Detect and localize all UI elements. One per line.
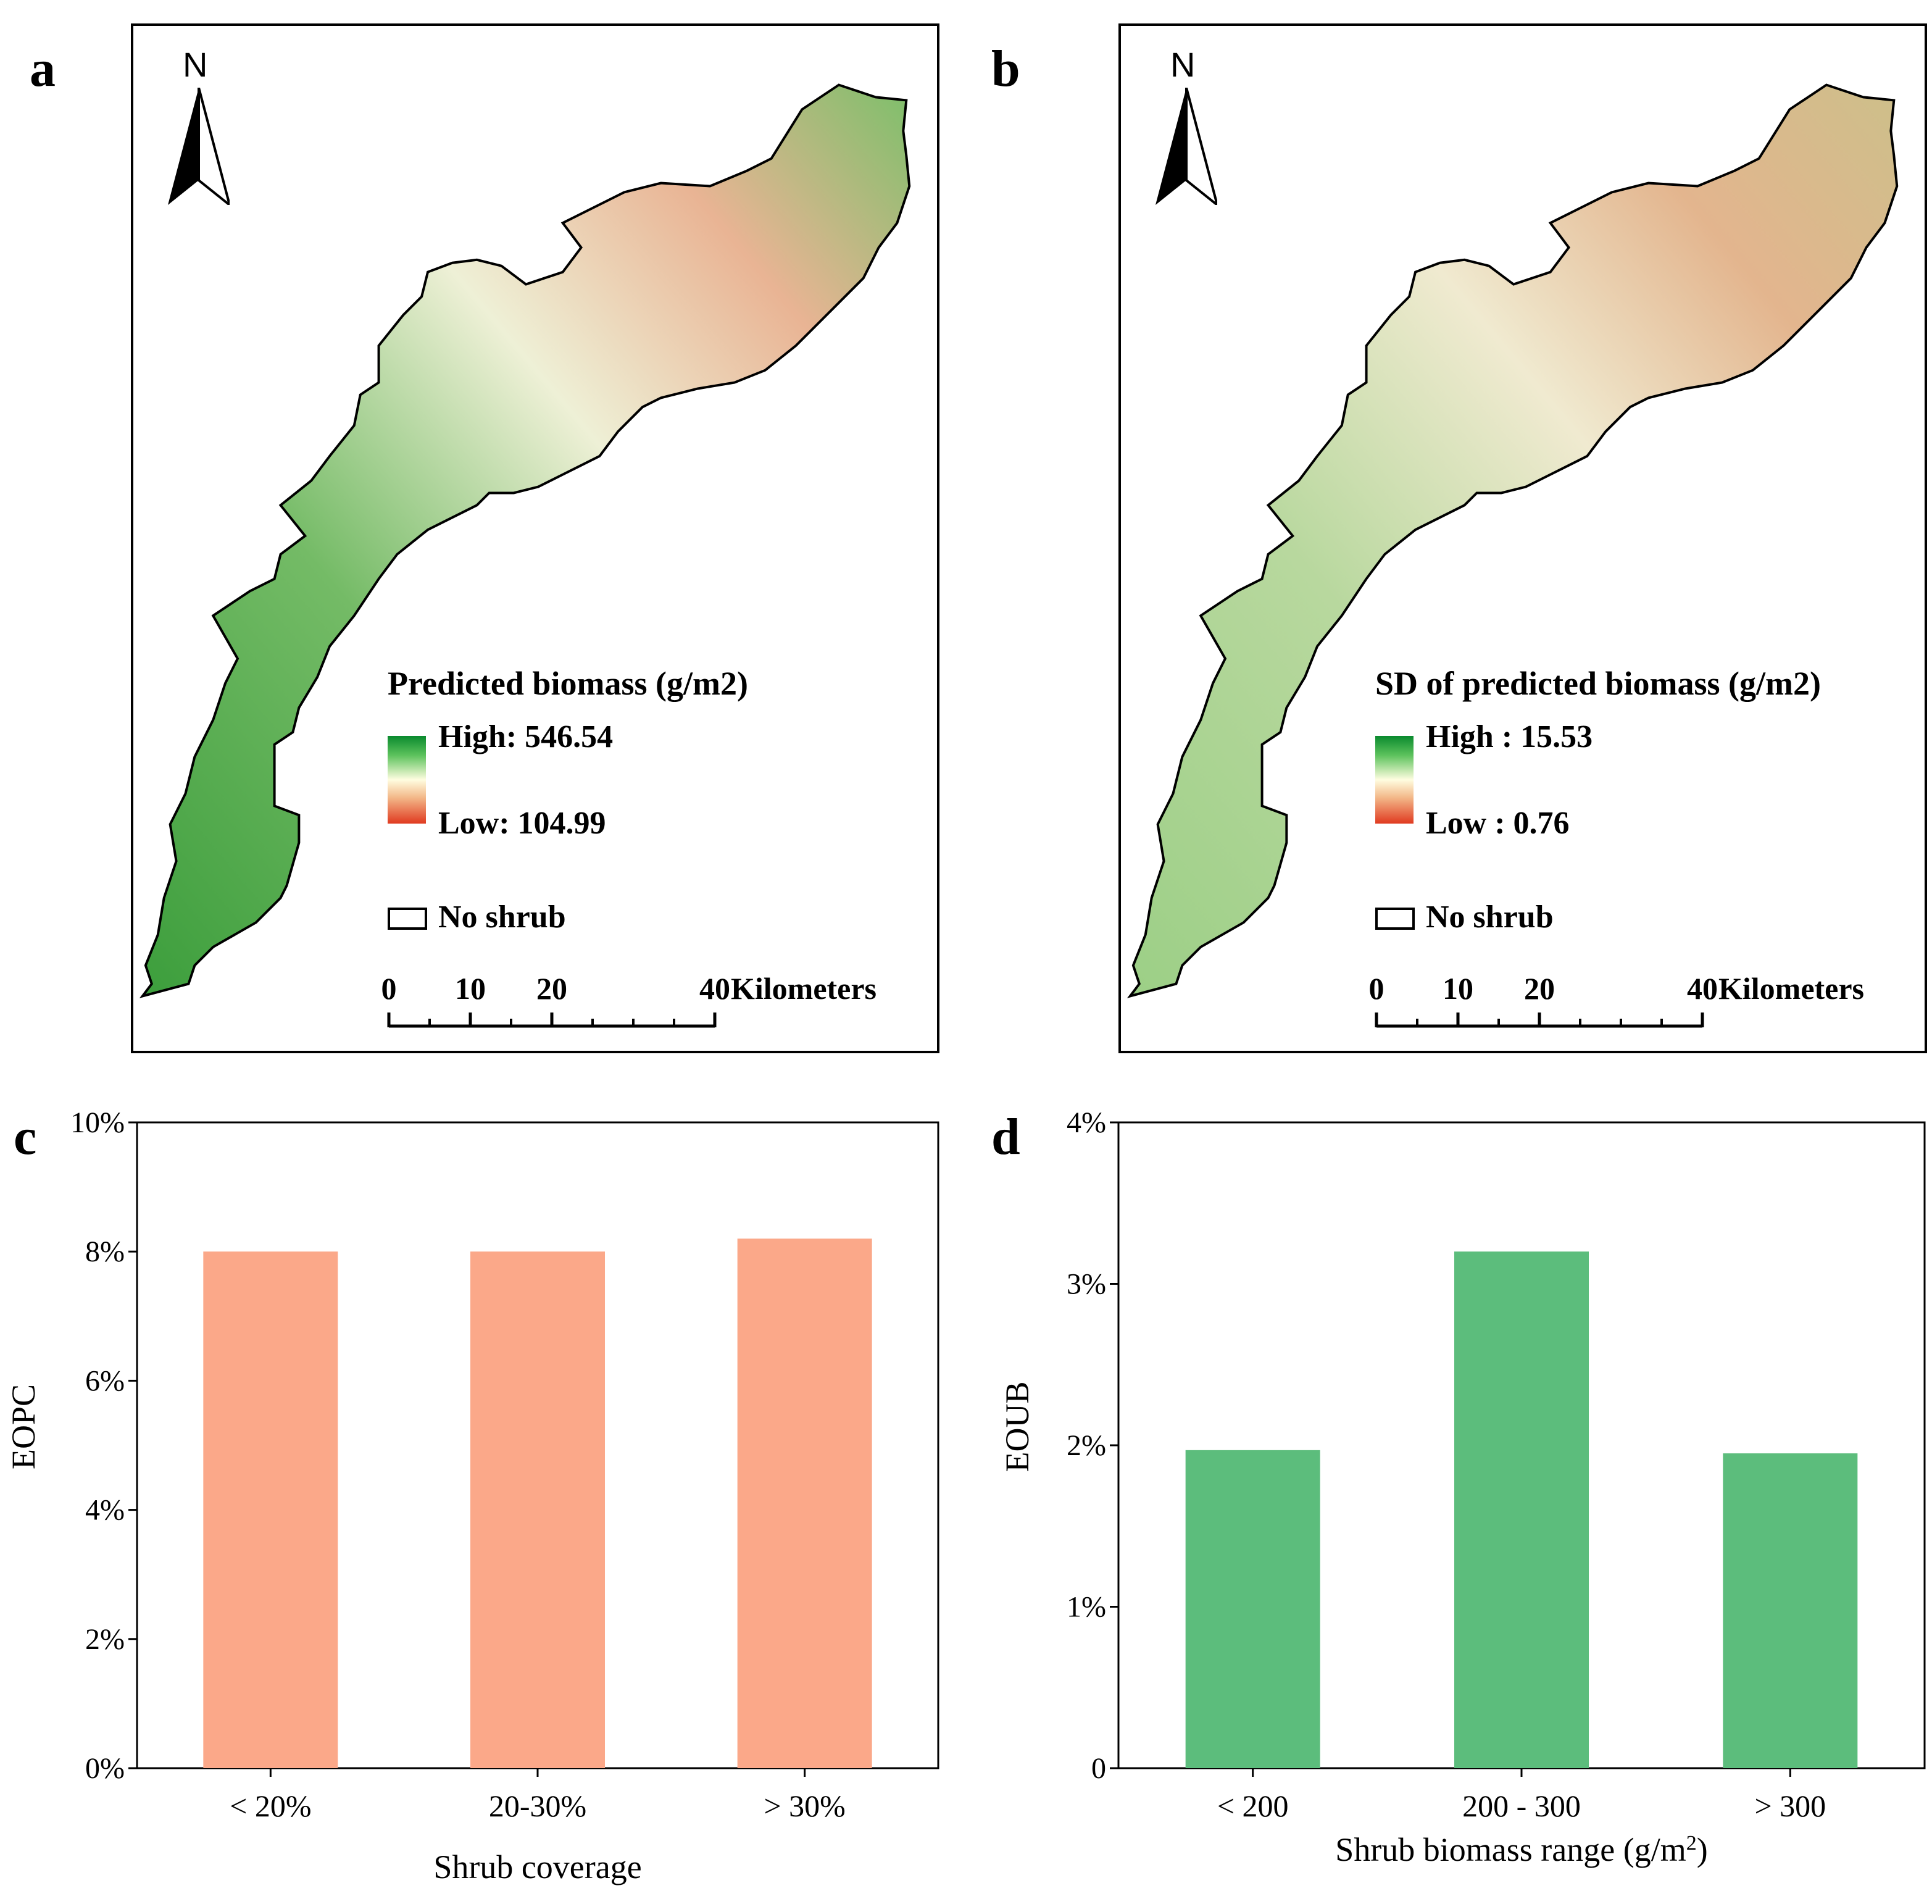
legend-low-a: Low: 104.99: [438, 806, 606, 841]
north-arrow-n-b: N: [1170, 45, 1196, 84]
y-tick-label-c: 2%: [85, 1623, 125, 1656]
x-axis-label-end-d: ): [1697, 1831, 1708, 1868]
bar-d-1: [1454, 1251, 1589, 1768]
scale-bar-b: [1375, 1013, 1704, 1028]
map-a-canvas: [139, 83, 911, 998]
scale-tick-20-a: 20: [536, 971, 567, 1006]
north-arrow-icon-a: [168, 88, 230, 205]
no-shrub-swatch-b: [1375, 908, 1415, 930]
study-region-a: [139, 83, 911, 998]
x-axis-label-d: Shrub biomass range (g/m2): [1335, 1831, 1707, 1868]
y-tick-label-d: 1%: [1067, 1591, 1106, 1624]
x-tick-label-c: 20-30%: [489, 1789, 586, 1823]
panel-c-letter: c: [14, 1108, 37, 1166]
y-tick-label-d: 4%: [1067, 1106, 1106, 1139]
legend-no-shrub-b: No shrub: [1426, 900, 1554, 935]
y-tick-label-c: 8%: [85, 1235, 125, 1268]
map-panel-b: N SD of predicted biomass (g/m2) High : …: [1118, 23, 1927, 1053]
map-panel-a: N Predicted biomass (g/m2) High: 546.54 …: [131, 23, 939, 1053]
panel-a-letter: a: [30, 40, 56, 98]
no-shrub-swatch-a: [388, 908, 427, 930]
scale-tick-0-b: 0: [1368, 971, 1384, 1006]
y-tick-label-c: 0%: [85, 1752, 125, 1785]
x-axis-label-c: Shrub coverage: [433, 1848, 641, 1885]
color-ramp-a: [388, 736, 426, 824]
y-tick-label-d: 3%: [1067, 1268, 1106, 1301]
legend-title-b: SD of predicted biomass (g/m2): [1375, 665, 1821, 702]
y-tick-label-c: 10%: [70, 1106, 125, 1139]
panel-b-letter: b: [991, 40, 1020, 98]
color-ramp-b: [1375, 736, 1414, 824]
legend-high-a: High: 546.54: [438, 719, 614, 754]
y-tick-label-c: 4%: [85, 1494, 125, 1527]
y-tick-label-c: 6%: [85, 1364, 125, 1397]
bar-d-0: [1185, 1450, 1320, 1768]
scale-tick-40-b: 40: [1687, 971, 1718, 1006]
legend-no-shrub-a: No shrub: [438, 900, 566, 935]
scale-bar-a: [387, 1013, 717, 1028]
legend-high-b: High : 15.53: [1426, 719, 1593, 754]
y-axis-label-d: EOUB: [999, 1382, 1036, 1472]
panel-d-letter: d: [991, 1108, 1020, 1166]
x-tick-label-c: > 30%: [764, 1789, 845, 1823]
scale-tick-10-b: 10: [1443, 971, 1473, 1006]
legend-low-b: Low : 0.76: [1426, 806, 1570, 841]
scale-tick-10-a: 10: [455, 971, 486, 1006]
legend-title-a: Predicted biomass (g/m2): [388, 665, 748, 702]
x-tick-label-d: < 200: [1217, 1789, 1289, 1823]
x-tick-label-d: 200 - 300: [1462, 1789, 1581, 1823]
north-arrow-n-a: N: [183, 45, 208, 84]
scale-tick-0-a: 0: [381, 971, 397, 1006]
map-b-canvas: [1126, 83, 1899, 998]
scale-tick-40-a: 40: [699, 971, 730, 1006]
bar-c-2: [737, 1238, 872, 1768]
x-axis-label-sup-d: 2: [1686, 1832, 1697, 1855]
bar-c-1: [470, 1251, 605, 1768]
scale-tick-20-b: 20: [1524, 971, 1555, 1006]
scale-unit-b: Kilometers: [1718, 971, 1865, 1006]
scale-unit-a: Kilometers: [731, 971, 877, 1006]
bar-c-0: [203, 1251, 338, 1768]
bar-d-2: [1723, 1453, 1858, 1768]
y-axis-label-c: EOPC: [5, 1384, 42, 1469]
y-tick-label-d: 0: [1091, 1752, 1106, 1785]
x-tick-label-c: < 20%: [230, 1789, 311, 1823]
study-region-b: [1126, 83, 1899, 998]
y-tick-label-d: 2%: [1067, 1429, 1106, 1462]
x-tick-label-d: > 300: [1754, 1789, 1826, 1823]
north-arrow-icon-b: [1155, 88, 1217, 205]
